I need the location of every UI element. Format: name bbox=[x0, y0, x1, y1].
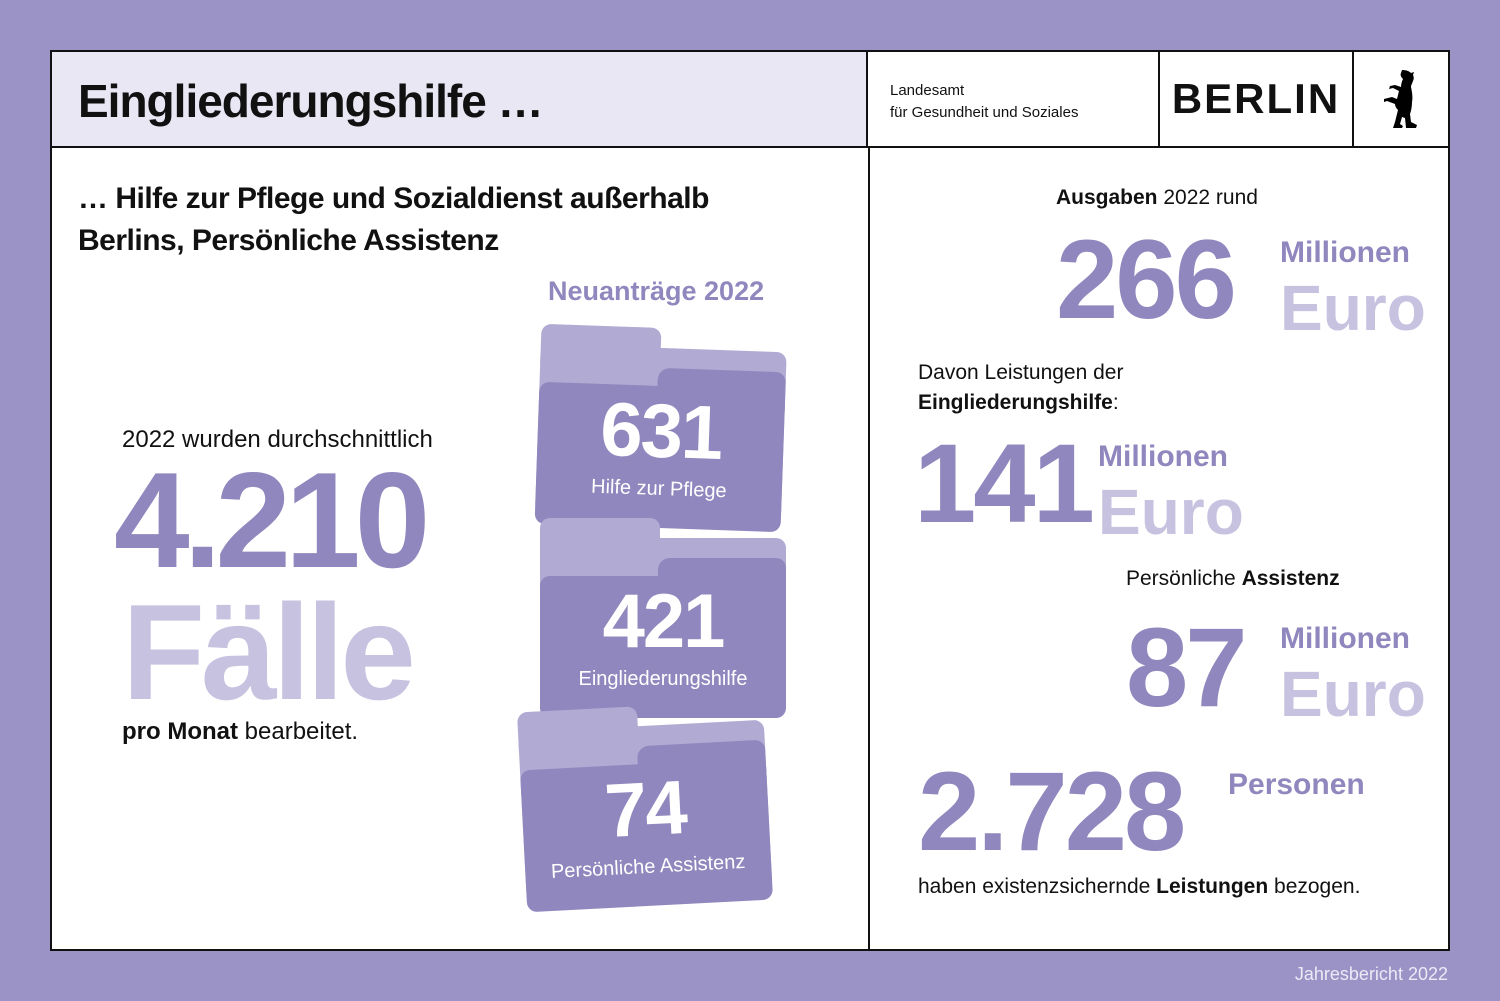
assistance-intro-bold: Assistenz bbox=[1241, 567, 1340, 590]
persons-outro: haben existenzsichernde Leistungen bezog… bbox=[918, 872, 1360, 902]
folder-card-integration: 421 Eingliederungshilfe bbox=[540, 518, 786, 718]
expenses-unit-bottom: Euro bbox=[1280, 272, 1426, 344]
cases-outro: pro Monat bearbeitet. bbox=[122, 718, 358, 746]
footer-report-label: Jahresbericht 2022 bbox=[1294, 964, 1448, 984]
agency-line-2: für Gesundheit und Soziales bbox=[890, 104, 1079, 121]
city-wordmark: BERLIN bbox=[1160, 52, 1354, 148]
folder-value: 631 bbox=[599, 386, 723, 477]
expenses-unit-top: Millionen bbox=[1280, 236, 1410, 269]
folder-value: 74 bbox=[602, 764, 688, 855]
column-divider bbox=[868, 148, 870, 951]
assistance-unit-bottom: Euro bbox=[1280, 658, 1426, 730]
agency-name: Landesamt für Gesundheit und Soziales bbox=[868, 52, 1160, 148]
header-title-band: Eingliederungshilfe … bbox=[52, 52, 868, 148]
persons-unit: Personen bbox=[1228, 768, 1365, 801]
assistance-intro: Persönliche Assistenz bbox=[1126, 564, 1340, 594]
cases-number: 4.210 bbox=[114, 444, 430, 596]
section-subtitle: … Hilfe zur Pflege und Sozialdienst auße… bbox=[78, 182, 709, 257]
integration-intro-bold: Eingliederungshilfe bbox=[918, 391, 1113, 414]
expenses-intro: Ausgaben 2022 rund bbox=[1056, 186, 1258, 210]
cases-outro-rest: bearbeitet. bbox=[237, 718, 359, 745]
integration-number: 141 bbox=[914, 421, 1095, 546]
folder-label: Eingliederungshilfe bbox=[578, 668, 748, 690]
page-title: Eingliederungshilfe … bbox=[78, 75, 544, 127]
agency-line-1: Landesamt bbox=[890, 82, 965, 99]
new-applications-title: Neuanträge 2022 bbox=[548, 276, 765, 306]
persons-outro-bold: Leistungen bbox=[1156, 875, 1269, 898]
cases-word: Fälle bbox=[122, 576, 416, 728]
folder-card-care: 631 Hilfe zur Pflege bbox=[534, 323, 788, 533]
persons-outro-pre: haben existenzsichernde bbox=[918, 875, 1157, 898]
cases-outro-bold: pro Monat bbox=[122, 718, 238, 745]
assistance-intro-rest: Persönliche bbox=[1126, 567, 1242, 590]
expenses-intro-rest: 2022 rund bbox=[1157, 186, 1258, 209]
folder-front bbox=[540, 576, 786, 718]
logo-cell bbox=[1354, 52, 1450, 148]
expenses-number: 266 bbox=[1056, 217, 1237, 342]
integration-unit-bottom: Euro bbox=[1098, 476, 1244, 548]
folder-value: 421 bbox=[602, 579, 726, 664]
persons-number: 2.728 bbox=[918, 749, 1186, 874]
integration-intro: Davon Leistungen der Eingliederungshilfe… bbox=[918, 358, 1123, 418]
folder-card-assistance: 74 Persönliche Assistenz bbox=[516, 700, 774, 913]
persons-outro-post: bezogen. bbox=[1268, 875, 1361, 898]
integration-unit-top: Millionen bbox=[1098, 440, 1228, 473]
assistance-unit-top: Millionen bbox=[1280, 622, 1410, 655]
integration-intro-colon: : bbox=[1112, 391, 1119, 414]
assistance-number: 87 bbox=[1126, 605, 1248, 730]
berlin-bear-icon bbox=[1384, 70, 1417, 128]
cases-intro: 2022 wurden durchschnittlich bbox=[122, 426, 433, 453]
infographic-card: Eingliederungshilfe … Landesamt für Gesu… bbox=[50, 50, 1450, 951]
integration-intro-line1: Davon Leistungen der bbox=[918, 361, 1124, 384]
expenses-intro-bold: Ausgaben bbox=[1056, 186, 1158, 209]
